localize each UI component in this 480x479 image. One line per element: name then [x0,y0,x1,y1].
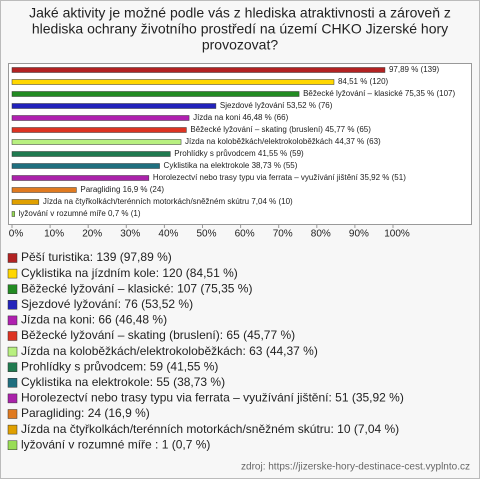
bar-label: Sjezdové lyžování 53,52 % (76) [220,101,333,110]
bar [11,115,190,121]
legend-label: Cyklistika na elektrokole: 55 (38,73 %) [21,375,225,389]
bar-label: lyžování v rozumné míře 0,7 % (1) [19,209,141,218]
legend-label: Horolezectví nebo trasy typu via ferrata… [21,391,404,405]
bar-label: Horolezectví nebo trasy typu via ferrata… [153,173,406,182]
bar [11,79,335,85]
legend-swatch [7,284,18,294]
legend-label: lyžování v rozumné míře : 1 (0,7 %) [21,437,210,451]
x-tick-label: 70% [273,229,293,240]
bar [11,187,77,193]
legend-label: Sjezdové lyžování: 76 (53,52 %) [21,297,193,311]
bar-label: Prohlídky s průvodcem 41,55 % (59) [174,149,304,158]
legend-label: Jízda na koloběžkách/elektrokoloběžkách:… [21,344,318,358]
x-tick-label: 50% [196,229,216,240]
chart-title: provozovat? [202,37,278,53]
bar-label: 97,89 % (139) [389,65,440,74]
x-tick-label: 30% [120,229,140,240]
x-tick-label: 40% [158,229,178,240]
bar-label: Jízda na čtyřkolkách/terénních motorkách… [43,197,293,206]
chart-title: hlediska ochrany životního prostředí na … [32,21,448,37]
bar [11,67,386,73]
legend-swatch [7,424,18,435]
legend-swatch [7,362,18,372]
legend-label: Běžecké lyžování – klasické: 107 (75,35 … [21,281,252,295]
legend-swatch [7,346,18,357]
x-tick-label: 10% [44,229,64,240]
bar-label: Cyklistika na elektrokole 38,73 % (55) [164,161,298,170]
x-tick-label: 20% [82,229,102,240]
legend-swatch [7,393,18,404]
legend-label: Jízda na čtyřkolkách/terénních motorkách… [21,422,399,436]
legend-label: Paragliding: 24 (16,9 %) [21,406,150,420]
bar [11,175,150,181]
bar [11,127,187,133]
legend-label: Běžecké lyžování – skating (bruslení): 6… [21,328,295,342]
x-tick-label: 80% [311,229,331,240]
legend-label: Cyklistika na jízdním kole: 120 (84,51 %… [21,266,238,280]
bar [11,103,217,109]
x-tick-label: 60% [235,229,255,240]
legend-swatch [7,268,18,279]
x-tick-label: 0% [9,229,24,240]
bar-label: 84,51 % (120) [338,77,389,86]
legend-swatch [7,300,18,310]
legend-swatch [7,440,18,450]
source: zdroj: https://jizerske-hory-destinace-c… [241,462,470,473]
legend-swatch [7,253,18,263]
bar [11,163,160,169]
legend-label: Prohlídky s průvodcem: 59 (41,55 %) [21,359,218,373]
bar-label: Jízda na koloběžkách/elektrokoloběžkách … [185,137,381,146]
legend-swatch [7,378,18,388]
plot: 97,89 % (139)84,51 % (120) Běžecké lyžová… [11,65,455,218]
bar-label: Jízda na koni 46,48 % (66) [193,113,289,122]
bar-label: Paragliding 16,9 % (24) [80,185,164,194]
legend-swatch [7,409,18,419]
bar [11,151,171,157]
chart-title: Jaké aktivity je možné podle vás z hledi… [29,5,451,21]
bar [11,91,300,97]
legend-swatch [7,315,18,326]
x-tick-label: 100% [384,229,410,240]
bar [11,139,182,145]
bar [11,199,40,205]
legend-label: Jízda na koni: 66 (46,48 %) [21,313,167,327]
bar [11,211,15,217]
bar-label: Běžecké lyžování – klasické 75,35 % (107… [303,89,455,98]
x-tick-label: 90% [349,229,369,240]
bar-label: Běžecké lyžování – skating (bruslení) 45… [190,125,371,134]
legend-label: Pěší turistika: 139 (97,89 %) [21,250,172,264]
legend-swatch [7,331,18,341]
